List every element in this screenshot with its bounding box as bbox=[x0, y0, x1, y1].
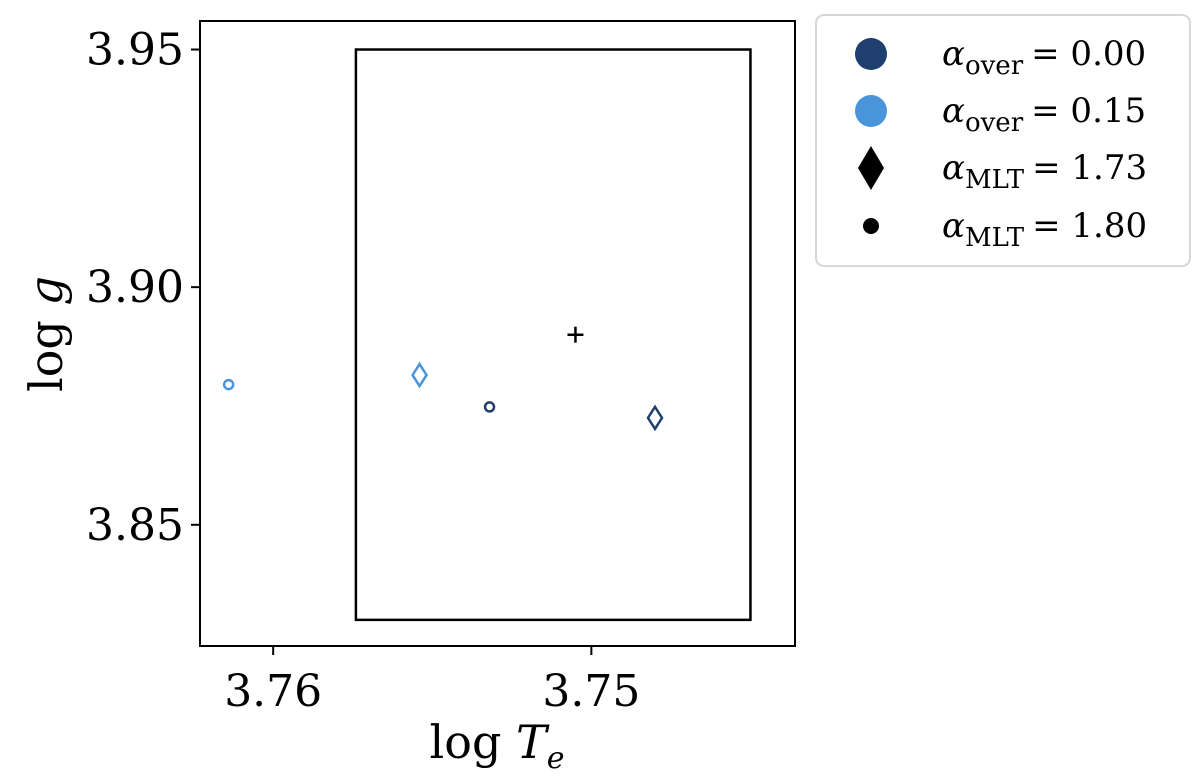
x-tick-label: 3.76 bbox=[224, 666, 322, 717]
data-point-circle bbox=[483, 401, 496, 413]
constraint-box-layer bbox=[354, 48, 752, 622]
data-point-circle bbox=[222, 378, 235, 391]
y-tick-label: 3.95 bbox=[86, 25, 184, 76]
points-layer bbox=[222, 326, 664, 432]
y-tick-label: 3.90 bbox=[86, 262, 184, 313]
ticks-layer: 3.76 3.75 3.95 3.90 3.85 bbox=[86, 25, 640, 717]
legend-label: αMLT = 1.73 bbox=[942, 148, 1147, 195]
target-marker bbox=[567, 326, 584, 343]
data-point-diamond bbox=[646, 404, 664, 432]
legend-entries: αover = 0.00 αover = 0.15 αMLT = 1.73 αMLT = 1.… bbox=[855, 34, 1147, 253]
data-point-diamond bbox=[411, 361, 429, 389]
legend-frame bbox=[815, 14, 1191, 267]
y-axis-label: log g bbox=[19, 276, 73, 392]
plot-frame bbox=[199, 20, 796, 647]
legend-label: αMLT = 1.80 bbox=[942, 206, 1147, 253]
legend: αover = 0.00 αover = 0.15 αMLT = 1.73 αMLT = 1.… bbox=[815, 14, 1191, 267]
constraint-box bbox=[354, 48, 752, 622]
legend-label: αover = 0.15 bbox=[942, 91, 1146, 138]
y-tick-label: 3.85 bbox=[86, 500, 184, 551]
legend-marker-diamond bbox=[858, 146, 884, 190]
legend-marker-circle bbox=[855, 38, 887, 70]
x-axis-label: log Te bbox=[430, 715, 565, 776]
x-tick-label: 3.75 bbox=[542, 666, 640, 717]
legend-marker-circle bbox=[855, 95, 887, 127]
legend-label: αover = 0.00 bbox=[942, 34, 1146, 81]
legend-marker-dot bbox=[863, 218, 879, 234]
